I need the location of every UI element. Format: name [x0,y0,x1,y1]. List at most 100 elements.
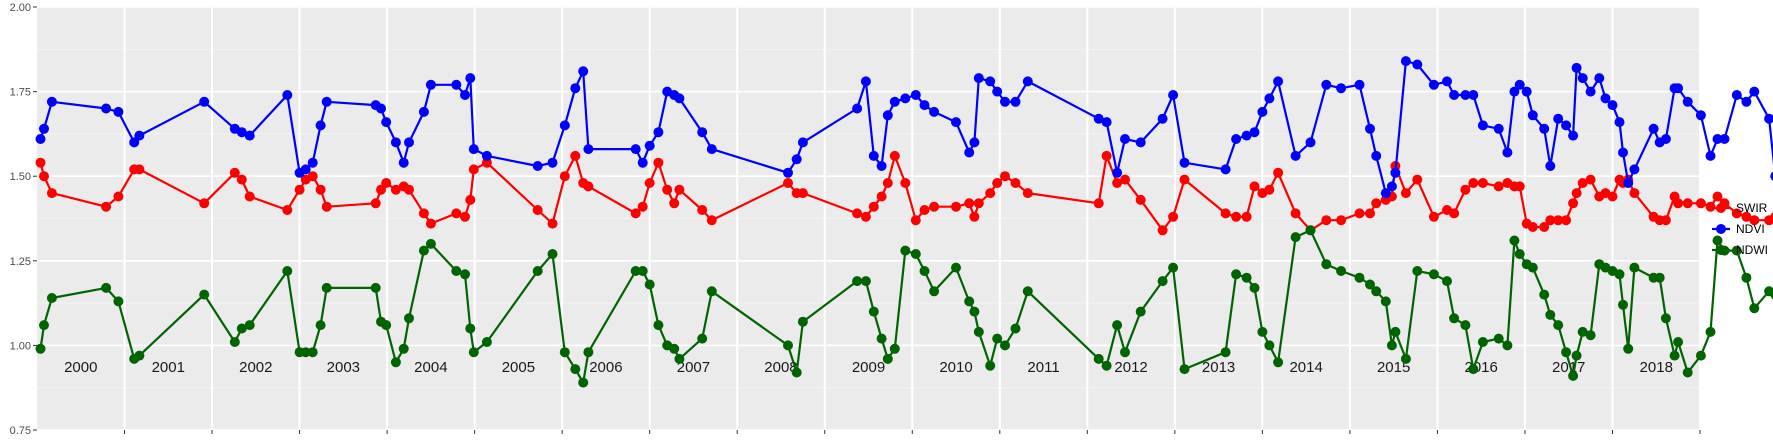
ndvi-point [1412,59,1423,70]
y-tick-label: 1.50 [10,171,31,183]
swir-point [199,198,210,209]
ndvi-point [199,96,210,107]
ndvi-point [1428,79,1439,90]
ndvi-point [868,150,879,161]
swir-point [1577,178,1588,188]
ndwi-point [532,266,543,276]
swir-point [307,171,318,182]
swir-point [1539,222,1550,232]
y-tick-label: 2.00 [10,2,31,14]
ndvi-point [129,137,140,148]
ndwi-point [1010,323,1021,334]
ndwi-point [1553,320,1564,331]
swir-point [860,211,871,222]
ndvi-point [134,130,145,141]
y-tick-label: 0.75 [10,425,31,437]
swir-point [1468,178,1479,188]
swir-point [706,215,717,226]
swir-point [644,178,655,188]
legend-swir-marker [1716,203,1726,213]
swir-point [547,218,558,229]
ndvi-point [1561,120,1572,131]
swir-point [1477,178,1488,188]
ndwi-point [860,276,871,287]
year-label: 2002 [239,359,272,376]
swir-point [468,164,479,175]
ndwi-point [919,266,930,276]
swir-point [669,198,680,209]
swir-point [1770,212,1773,222]
ndvi-point [418,106,429,117]
ndwi-point [876,333,887,344]
swir-point [1249,181,1260,192]
ndwi-point [1305,225,1316,236]
swir-point [559,171,570,182]
swir-point [1179,174,1190,185]
ndwi-point [1539,289,1550,300]
year-label: 2011 [1027,359,1059,376]
ndvi-point [882,110,893,121]
ndvi-point [404,137,414,148]
swir-point [315,184,326,195]
ndwi-point [1577,326,1588,337]
year-label: 2009 [852,359,885,376]
ndvi-point [1600,93,1611,104]
year-label: 2006 [589,359,622,376]
ndwi-point [1000,340,1010,351]
swir-point [951,201,961,212]
ndwi-point [1135,306,1146,317]
ndvi-point [1527,110,1538,121]
ndwi-point [1477,337,1488,347]
ndwi-point [101,282,112,293]
ndvi-point [1273,76,1284,87]
year-label: 2007 [677,359,710,376]
ndwi-point [783,340,793,351]
ndvi-point [559,120,570,131]
ndvi-point [1231,134,1242,144]
swir-point [1629,188,1640,199]
ndvi-point [1682,96,1693,107]
ndvi-point [583,144,594,155]
ndwi-point [1561,347,1572,358]
swir-point [1241,211,1252,222]
ndwi-point [229,337,240,347]
ndwi-point [1614,269,1625,280]
ndvi-point [1673,83,1684,94]
ndvi-point [1354,79,1365,90]
year-label: 2001 [152,359,185,376]
facet-year-labels: 2000 2001 2002 2003 2004 2005 2006 2007 2008 2009… [64,359,1673,376]
swir-point [1231,211,1242,222]
ndwi-point [1705,326,1716,337]
ndwi-point [669,343,680,354]
legend-ndwi-marker [1716,245,1726,255]
ndwi-point [1618,299,1628,310]
ndvi-point [706,144,717,155]
ndwi-point [637,266,648,276]
swir-point [1290,208,1301,219]
swir-point [852,208,863,219]
ndvi-point [1179,157,1190,168]
ndwi-point [1654,272,1665,283]
ndvi-point [1386,181,1397,192]
ndvi-point [852,103,863,114]
swir-point [1371,198,1382,209]
year-label: 2008 [764,359,797,376]
swir-point [653,157,664,168]
swir-point [1695,198,1706,209]
swir-point [404,184,414,195]
ndvi-point [1390,167,1401,178]
ndvi-point [992,86,1003,97]
ndvi-point [300,164,311,175]
ndwi-point [1386,340,1397,351]
swir-point [1553,215,1564,226]
ndvi-point [1101,117,1112,128]
swir-point [1749,215,1760,226]
ndvi-point [390,137,401,148]
swir-point [1682,198,1693,209]
ndvi-point [1629,164,1640,175]
year-label: 2015 [1377,359,1410,376]
ndwi-point [134,350,145,361]
ndwi-point [644,279,655,290]
ndwi-point [39,320,49,331]
ndvi-point [860,76,871,87]
